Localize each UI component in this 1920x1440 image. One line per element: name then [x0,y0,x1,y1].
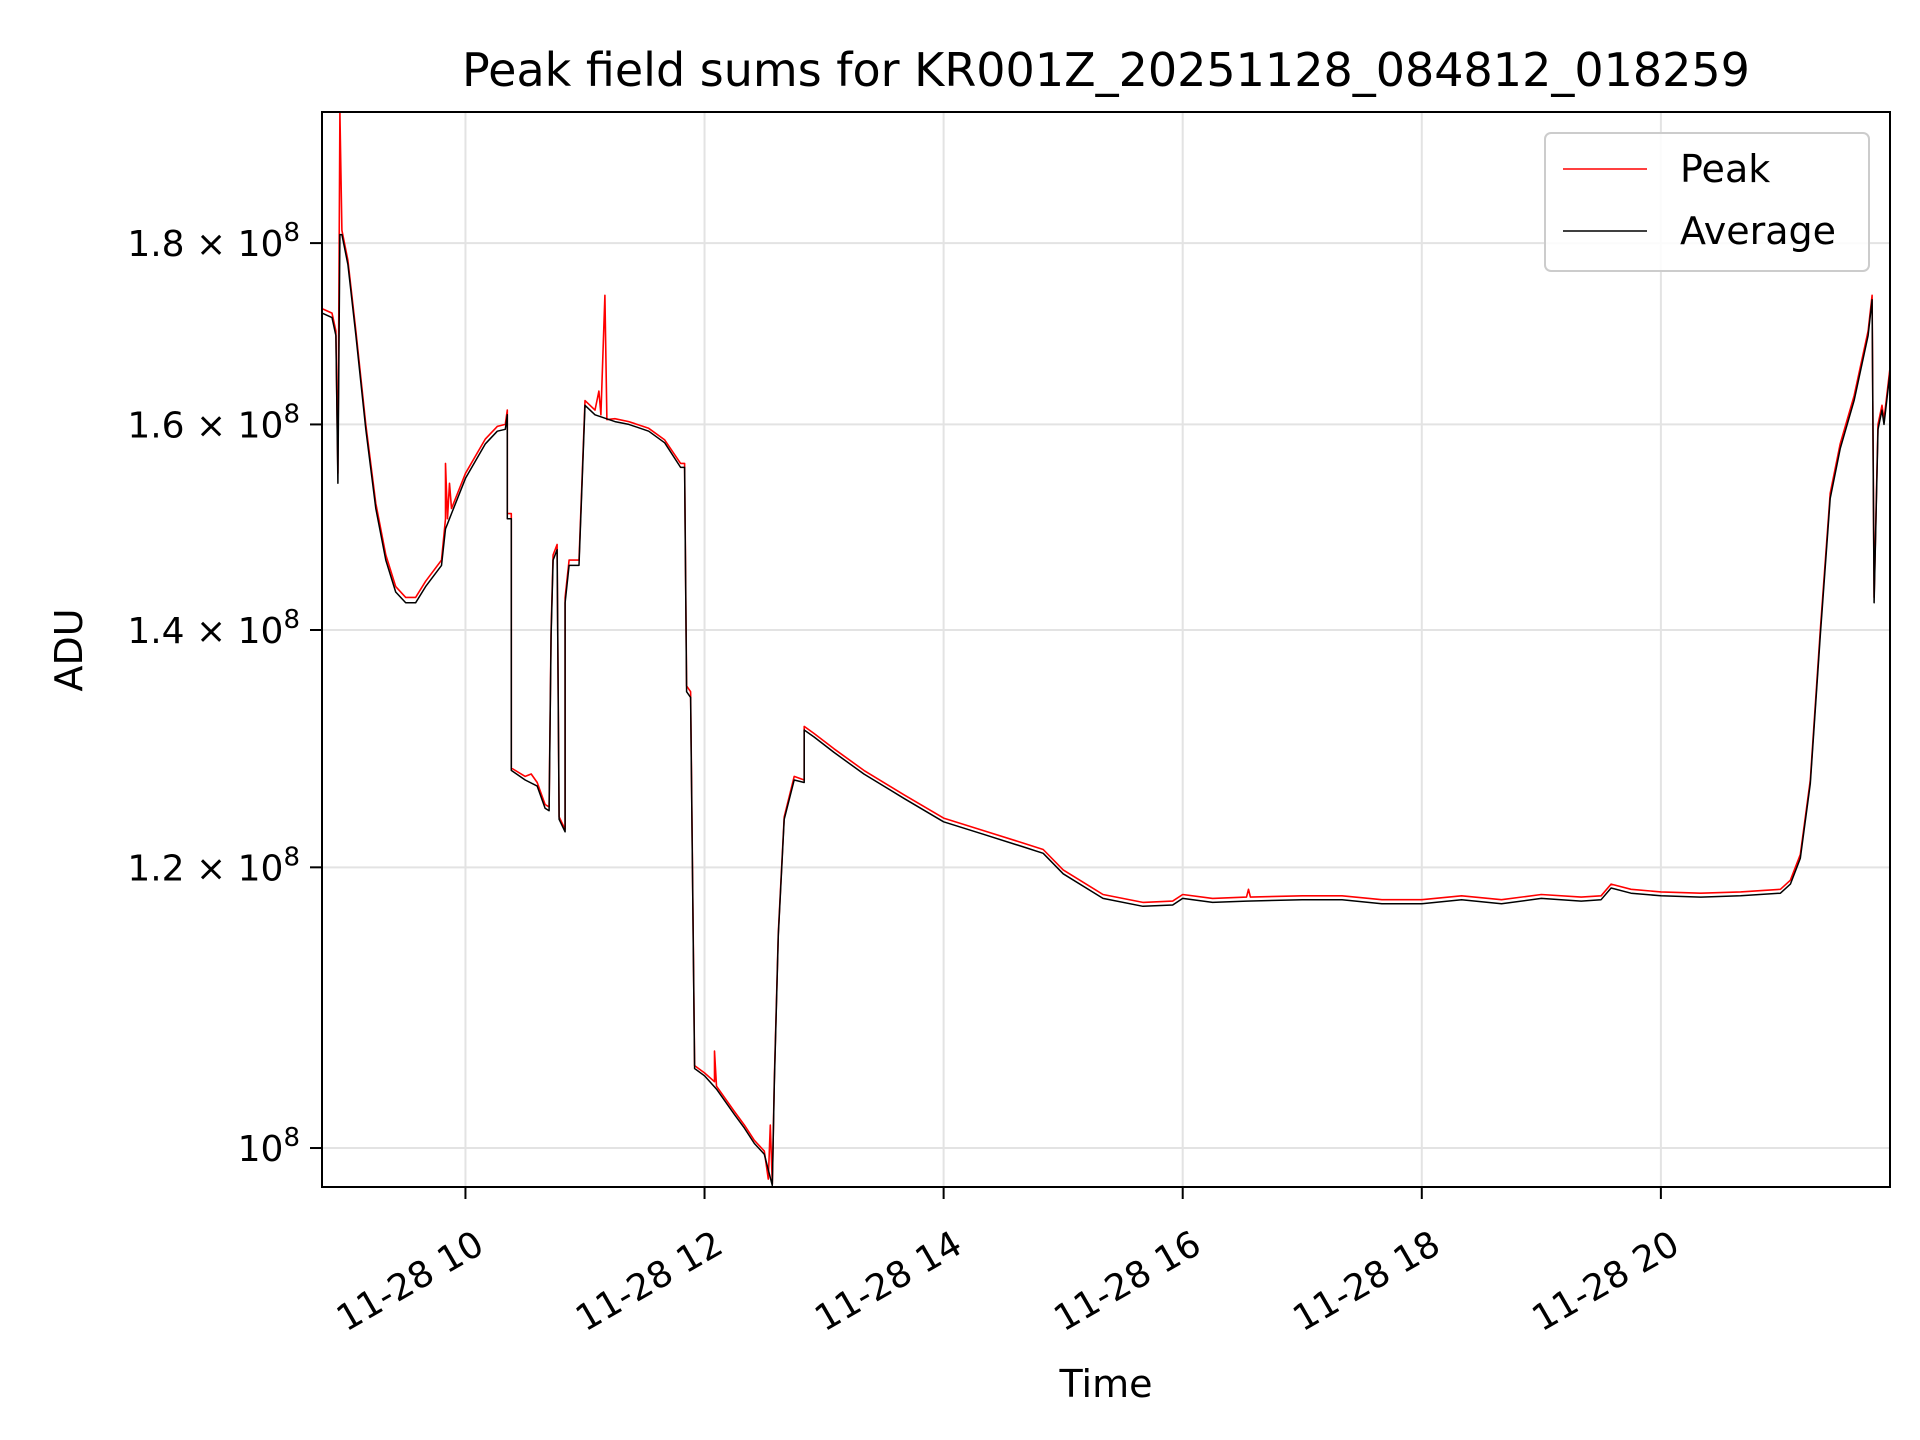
series-line-average [322,233,1890,1187]
y-axis-ticks: 108 1.2 × 108 1.4 × 108 1.6 × 108 1.8 × 108 [127,218,322,1170]
y-tick-label: 1.8 × 108 [127,218,300,265]
y-tick-label: 1.4 × 108 [127,605,300,652]
y-tick-label: 108 [238,1123,300,1170]
y-axis-title: ADU [47,608,91,691]
legend: Peak Average [1544,132,1870,272]
legend-peak-label: Peak [1680,147,1770,191]
y-tick-label: 1.6 × 108 [127,399,300,446]
x-axis-title: Time [1059,1362,1153,1406]
series-layer [322,112,1890,1187]
y-tick-label: 1.2 × 108 [127,842,300,889]
plot-area-frame [321,111,1891,1188]
legend-box [1544,132,1870,272]
series-line-peak [322,112,1890,1185]
chart-title: Peak field sums for KR001Z_20251128_0848… [462,43,1750,97]
legend-average-label: Average [1680,209,1836,253]
